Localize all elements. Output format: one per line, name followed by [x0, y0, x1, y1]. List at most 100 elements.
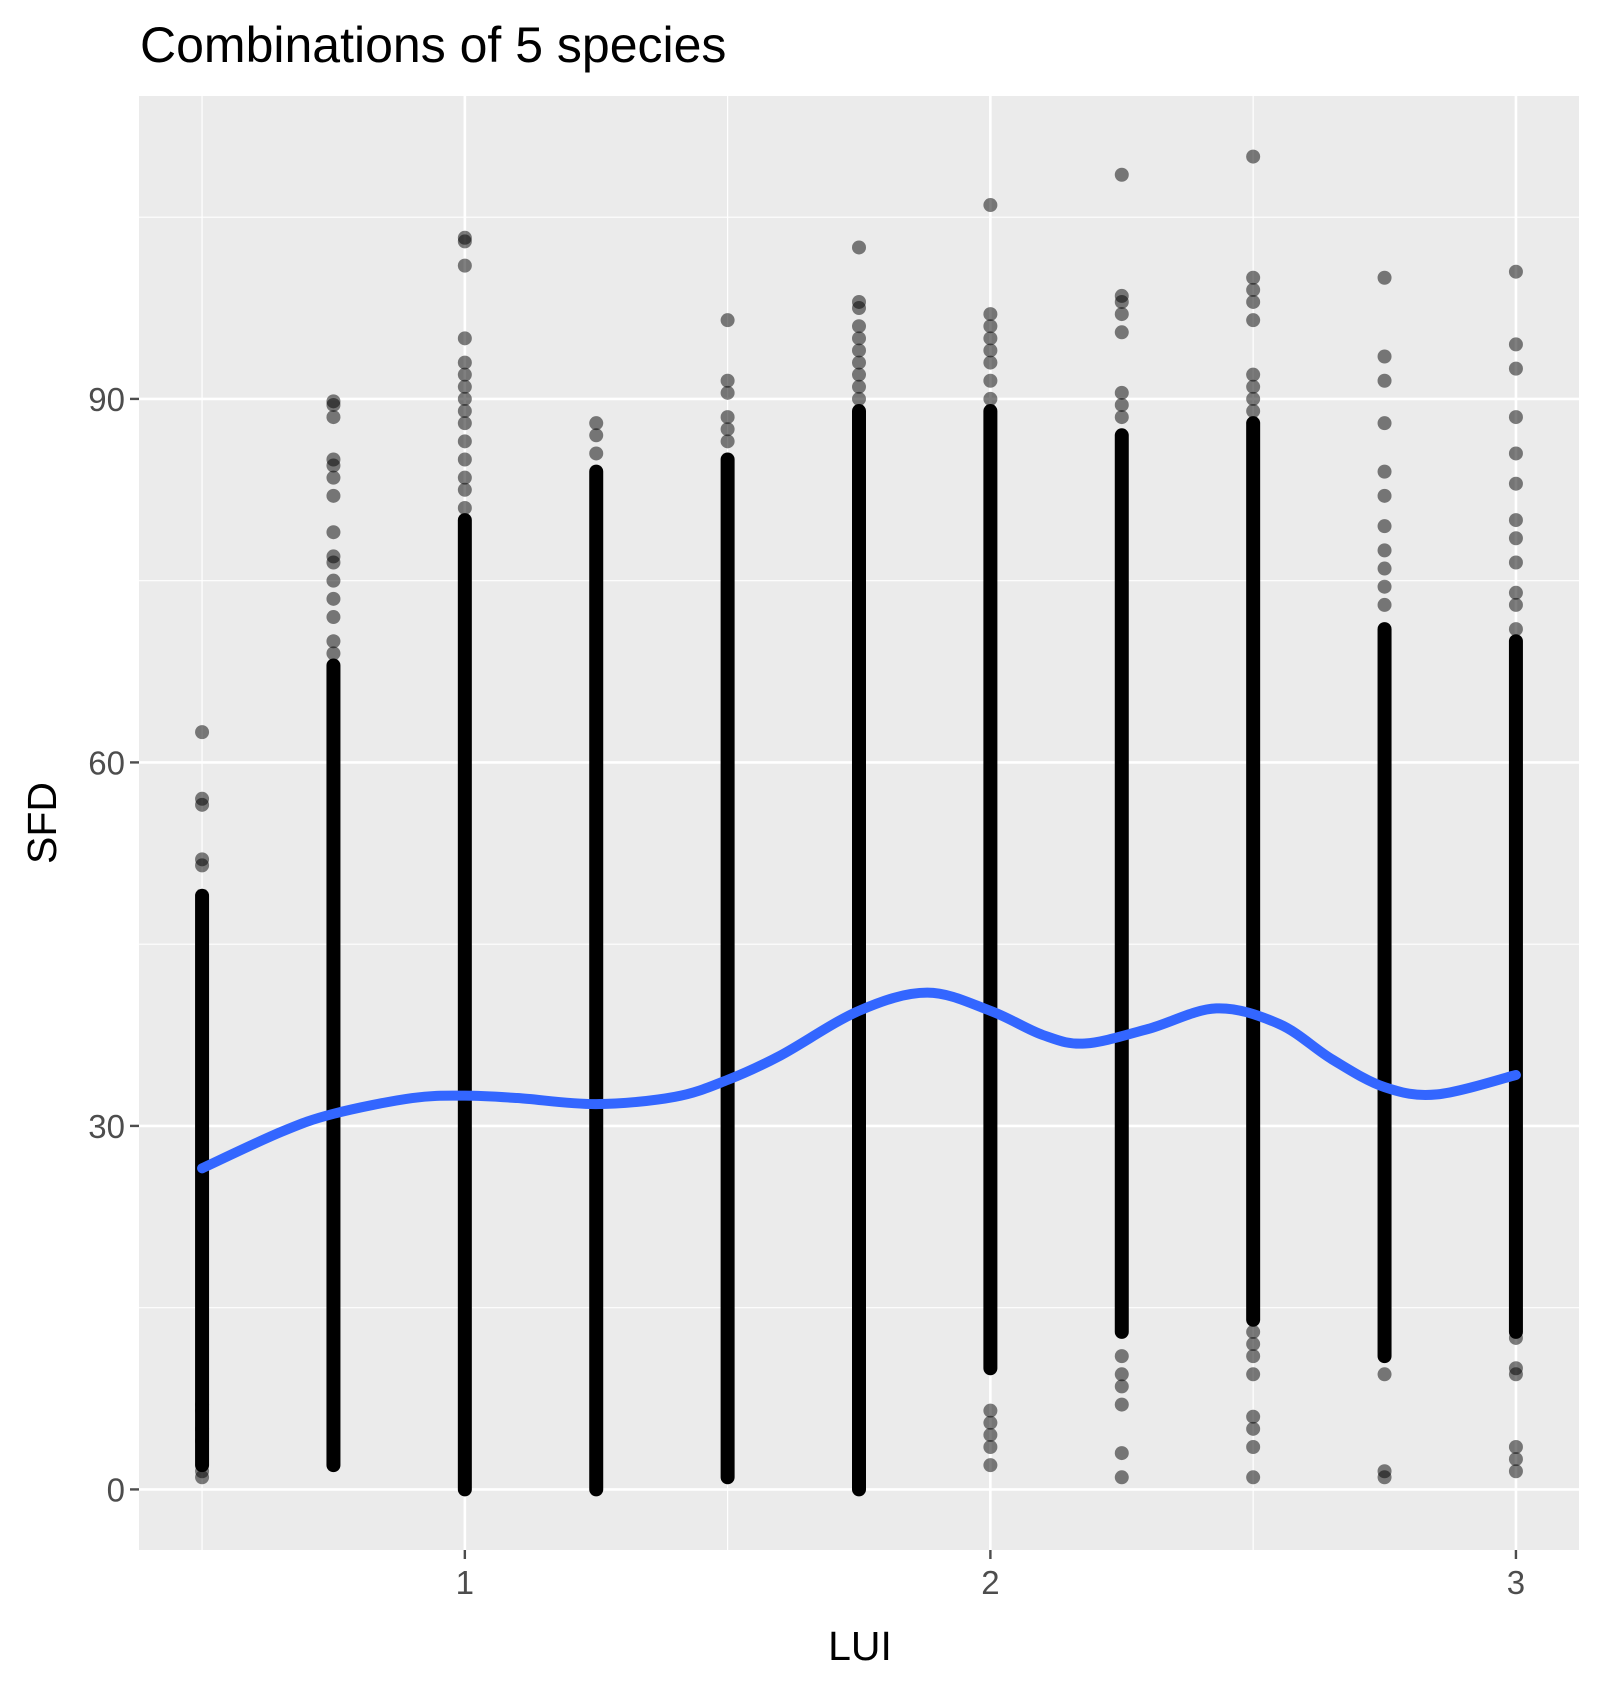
data-point: [457, 452, 472, 467]
dense-point-column: [1377, 622, 1392, 1364]
data-point: [1508, 555, 1523, 570]
data-point: [983, 373, 998, 388]
data-point: [1508, 337, 1523, 352]
data-point: [983, 198, 998, 213]
data-point: [1114, 1397, 1129, 1412]
chart-title: Combinations of 5 species: [140, 17, 726, 73]
data-point: [1114, 288, 1129, 303]
data-point: [720, 434, 735, 449]
data-point: [1508, 1330, 1523, 1345]
data-point: [1246, 1324, 1261, 1339]
data-point: [589, 428, 604, 443]
data-point: [852, 367, 866, 382]
data-point: [1246, 1337, 1261, 1352]
y-axis-title: SFD: [19, 782, 65, 864]
data-point: [457, 482, 472, 497]
data-point: [852, 391, 866, 406]
data-point: [1114, 397, 1129, 412]
data-point: [326, 634, 341, 649]
x-tick-label: 1: [456, 1564, 474, 1601]
data-point: [1377, 349, 1392, 364]
data-point: [983, 331, 998, 346]
x-axis-ticks: 1 2 3: [456, 1550, 1525, 1601]
data-point: [983, 391, 998, 406]
data-point: [1377, 464, 1392, 479]
data-point: [326, 470, 341, 485]
data-point: [457, 355, 472, 370]
data-point: [1508, 622, 1523, 637]
data-point: [983, 1427, 998, 1442]
data-point: [457, 470, 472, 485]
data-point: [1377, 597, 1392, 612]
data-point: [1377, 373, 1392, 388]
data-point: [1246, 1440, 1261, 1455]
data-point: [1246, 149, 1261, 164]
data-point: [1246, 379, 1261, 394]
dense-point-column: [720, 452, 735, 1485]
data-point: [457, 500, 472, 515]
data-point: [1246, 1421, 1261, 1436]
dense-point-column: [326, 658, 341, 1473]
data-point: [195, 852, 210, 867]
dense-point-column: [195, 888, 210, 1473]
data-point: [1508, 264, 1523, 279]
data-point: [326, 410, 341, 425]
data-point: [326, 646, 341, 661]
data-point: [589, 446, 604, 461]
data-point: [1246, 1409, 1261, 1424]
data-point: [457, 258, 472, 273]
data-point: [1114, 1349, 1129, 1364]
data-point: [326, 549, 341, 564]
data-point: [1508, 513, 1523, 528]
data-point: [1377, 579, 1392, 594]
y-tick-label: 60: [88, 744, 125, 781]
data-points: [195, 149, 1523, 1497]
data-point: [1114, 1446, 1129, 1461]
data-point: [852, 355, 866, 370]
data-point: [326, 610, 341, 625]
data-point: [720, 373, 735, 388]
x-tick-label: 2: [981, 1564, 999, 1601]
data-point: [1114, 307, 1129, 322]
data-point: [457, 379, 472, 394]
data-point: [983, 1458, 998, 1473]
data-point: [1377, 519, 1392, 534]
data-point: [852, 294, 866, 309]
data-point: [589, 416, 604, 431]
data-point: [983, 355, 998, 370]
data-point: [1508, 1464, 1523, 1479]
data-point: [1246, 1470, 1261, 1485]
dense-point-column: [1508, 634, 1523, 1339]
data-point: [1508, 1361, 1523, 1376]
data-point: [1246, 404, 1261, 419]
data-point: [1508, 585, 1523, 600]
data-point: [983, 319, 998, 334]
data-point: [720, 313, 735, 328]
data-point: [1114, 167, 1129, 182]
data-point: [1508, 531, 1523, 546]
dense-point-column: [1114, 428, 1129, 1339]
data-point: [1508, 410, 1523, 425]
dense-point-column: [983, 404, 998, 1376]
data-point: [326, 488, 341, 503]
data-point: [852, 240, 866, 255]
data-point: [195, 791, 210, 806]
data-point: [1114, 385, 1129, 400]
data-point: [457, 391, 472, 406]
data-point: [1246, 1367, 1261, 1382]
data-point: [1508, 1452, 1523, 1467]
data-point: [195, 1464, 210, 1479]
data-point: [1246, 391, 1261, 406]
data-point: [326, 591, 341, 606]
data-point: [326, 573, 341, 588]
data-point: [1508, 476, 1523, 491]
data-point: [1246, 367, 1261, 382]
data-point: [457, 230, 472, 245]
dense-point-column: [852, 404, 866, 1497]
data-point: [1246, 313, 1261, 328]
data-point: [1246, 270, 1261, 285]
data-point: [457, 434, 472, 449]
data-point: [1246, 282, 1261, 297]
data-point: [983, 307, 998, 322]
